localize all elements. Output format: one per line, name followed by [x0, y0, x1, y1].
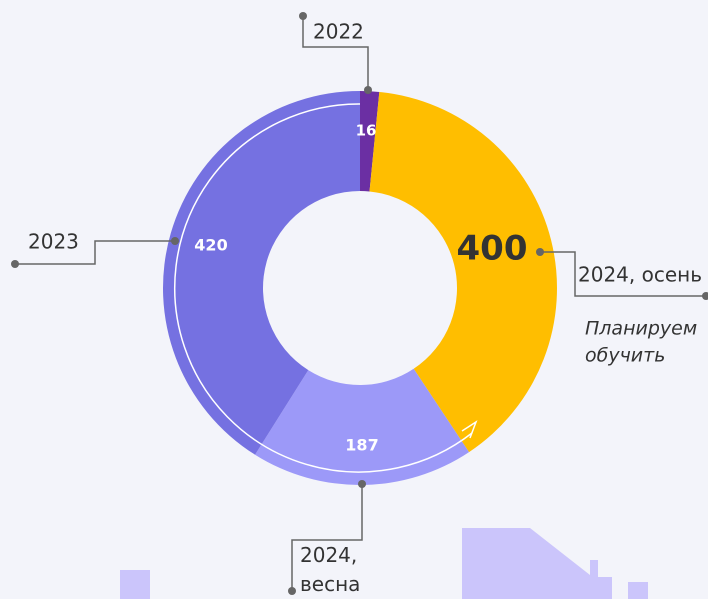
page: 2022 2024, осень 2023 Планируем обучить … — [0, 0, 708, 599]
annotation: обучить — [585, 345, 665, 367]
donut — [163, 91, 557, 485]
data-label: 420 — [194, 236, 227, 255]
annotation: Планируем — [585, 318, 697, 340]
category-label: 2024, осень — [578, 263, 702, 287]
chart: 2022 2024, осень 2023 Планируем обучить … — [0, 0, 708, 599]
data-label: 400 — [457, 229, 528, 269]
category-label: 2024, весна — [300, 541, 360, 599]
data-label: 187 — [345, 436, 378, 455]
category-label: 2023 — [28, 230, 79, 254]
decoration — [120, 528, 648, 599]
data-label: 16 — [356, 122, 377, 140]
category-label: 2022 — [313, 20, 364, 44]
